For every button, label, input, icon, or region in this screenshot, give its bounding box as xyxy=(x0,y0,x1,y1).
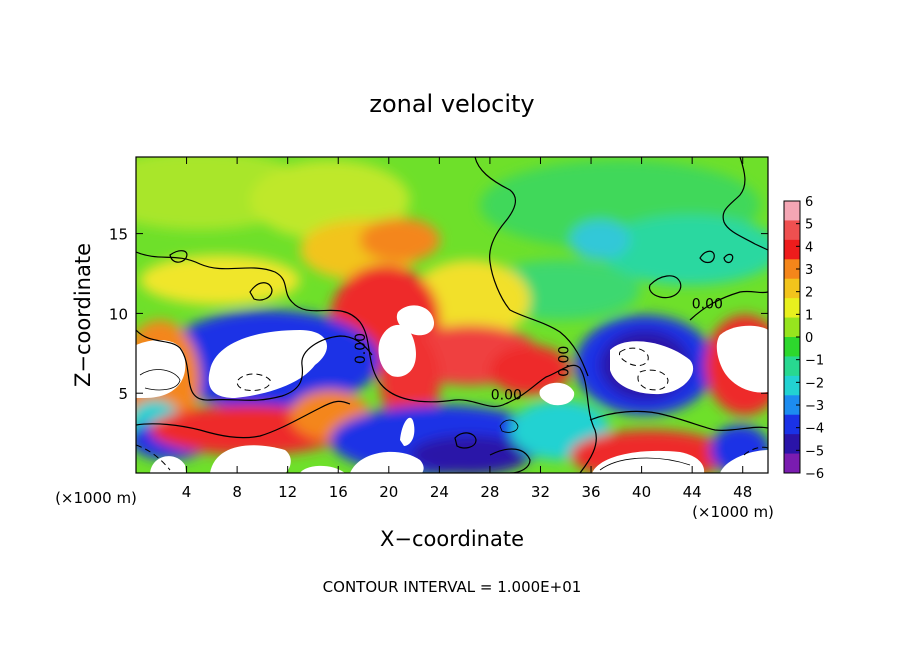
contour-label: 0.00 xyxy=(692,297,723,313)
negative-contours xyxy=(136,347,768,471)
colorbar-swatch xyxy=(784,434,800,455)
colorbar-swatch xyxy=(784,259,800,280)
x-tick-label: 36 xyxy=(581,483,600,501)
colorbar-swatch xyxy=(784,395,800,416)
colorbar-swatch xyxy=(784,356,800,377)
x-tick-label: 8 xyxy=(232,483,242,501)
colorbar-swatch xyxy=(784,414,800,435)
colorbar-swatch xyxy=(784,453,800,474)
positive-contours xyxy=(139,369,691,471)
y-axis: 5 10 15 xyxy=(109,226,768,403)
saturation-patches xyxy=(136,305,768,473)
contour-label: 0.00 xyxy=(491,388,522,404)
velocity-field xyxy=(136,157,768,473)
colorbar-tick-label: 6 xyxy=(805,195,813,210)
colorbar-swatch xyxy=(784,220,800,241)
colorbar-tick-label: −1 xyxy=(805,354,824,369)
x-axis: 4 8 12 16 20 24 28 32 36 40 44 48 xyxy=(182,157,752,501)
plot-area: 0.00 0.00 0.00 0.00 xyxy=(135,156,769,474)
colorbar-swatch xyxy=(784,317,800,338)
colorbar-tick-label: 0 xyxy=(805,331,813,346)
colorbar-swatch xyxy=(784,375,800,396)
colorbar: 6 5 4 3 2 1 0 −1 −2 −3 −4 −5 −6 xyxy=(783,195,824,482)
chart-title: zonal velocity xyxy=(369,90,534,118)
colorbar-tick-label: 5 xyxy=(805,218,813,233)
x-unit-left: (×1000 m) xyxy=(55,489,137,507)
colorbar-tick-label: −5 xyxy=(805,444,824,459)
colorbar-tick-label: 1 xyxy=(805,308,813,323)
x-axis-label: X−coordinate xyxy=(380,527,524,551)
colorbar-swatch xyxy=(784,239,800,260)
colorbar-swatch xyxy=(784,298,800,319)
colorbar-tick-label: −2 xyxy=(805,376,824,391)
colorbar-tick-label: 4 xyxy=(805,240,813,255)
colorbar-tick-label: −6 xyxy=(805,467,824,482)
y-tick-label: 5 xyxy=(118,385,128,403)
x-tick-label: 48 xyxy=(733,483,752,501)
colorbar-swatch xyxy=(784,201,800,221)
x-tick-label: 12 xyxy=(278,483,297,501)
colorbar-swatch xyxy=(784,337,800,357)
x-tick-label: 24 xyxy=(430,483,449,501)
x-tick-label: 20 xyxy=(379,483,398,501)
x-tick-label: 32 xyxy=(531,483,550,501)
x-tick-label: 40 xyxy=(632,483,651,501)
x-tick-label: 4 xyxy=(182,483,192,501)
y-axis-label: Z−coordinate xyxy=(71,243,95,387)
contour-label: 0.00 xyxy=(353,333,369,364)
colorbar-tick-label: 2 xyxy=(805,286,813,301)
y-tick-label: 15 xyxy=(109,226,128,244)
contour-interval-note: CONTOUR INTERVAL = 1.000E+01 xyxy=(323,578,582,596)
x-tick-label: 44 xyxy=(683,483,702,501)
x-tick-label: 16 xyxy=(329,483,348,501)
x-tick-label: 28 xyxy=(480,483,499,501)
contour-label: 0.00 xyxy=(556,346,572,377)
x-unit-right: (×1000 m) xyxy=(692,503,774,521)
contour-labels: 0.00 0.00 0.00 0.00 xyxy=(353,297,723,404)
colorbar-tick-label: −3 xyxy=(805,399,824,414)
colorbar-swatch xyxy=(784,278,800,299)
y-tick-label: 10 xyxy=(109,305,128,323)
zero-contours xyxy=(136,157,768,473)
colorbar-tick-label: −4 xyxy=(805,422,824,437)
colorbar-tick-label: 3 xyxy=(805,263,813,278)
plot-frame xyxy=(135,156,769,474)
